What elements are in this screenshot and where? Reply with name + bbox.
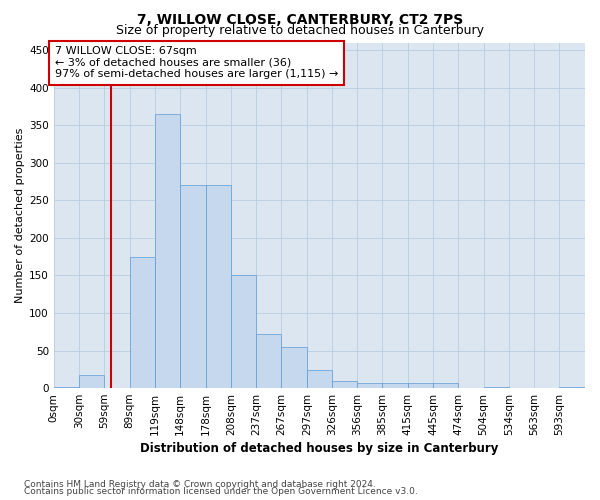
Text: 7, WILLOW CLOSE, CANTERBURY, CT2 7PS: 7, WILLOW CLOSE, CANTERBURY, CT2 7PS [137,12,463,26]
Text: Contains HM Land Registry data © Crown copyright and database right 2024.: Contains HM Land Registry data © Crown c… [24,480,376,489]
Text: 7 WILLOW CLOSE: 67sqm
← 3% of detached houses are smaller (36)
97% of semi-detac: 7 WILLOW CLOSE: 67sqm ← 3% of detached h… [55,46,338,80]
Bar [231,276,256,388]
Bar [307,370,332,388]
Bar [559,386,585,388]
Bar [206,185,231,388]
Y-axis label: Number of detached properties: Number of detached properties [15,128,25,303]
Bar [79,374,104,388]
Bar [433,383,458,388]
Text: Size of property relative to detached houses in Canterbury: Size of property relative to detached ho… [116,24,484,37]
Bar [407,383,433,388]
Bar [332,380,358,388]
Bar [358,383,382,388]
Bar [256,334,281,388]
Text: Contains public sector information licensed under the Open Government Licence v3: Contains public sector information licen… [24,487,418,496]
Bar [130,256,155,388]
Bar [484,386,509,388]
Bar [54,386,79,388]
Bar [382,383,407,388]
Bar [281,347,307,388]
Bar [155,114,180,388]
Bar [180,185,206,388]
X-axis label: Distribution of detached houses by size in Canterbury: Distribution of detached houses by size … [140,442,499,455]
